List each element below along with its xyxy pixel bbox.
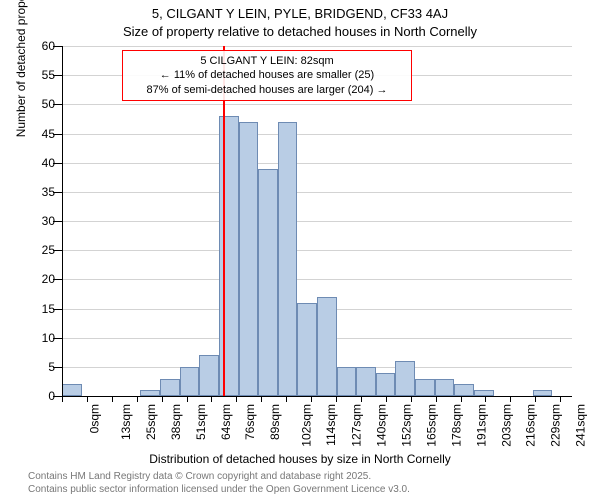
chart-title-line2: Size of property relative to detached ho… bbox=[0, 24, 600, 39]
x-tick-label: 203sqm bbox=[499, 404, 513, 447]
x-tick bbox=[236, 396, 237, 402]
x-tick bbox=[411, 396, 412, 402]
histogram-bar bbox=[239, 122, 259, 396]
y-tick-label: 5 bbox=[48, 360, 55, 374]
histogram-bar bbox=[337, 367, 357, 396]
y-tick-label: 15 bbox=[42, 302, 55, 316]
annotation-line2: ← 11% of detached houses are smaller (25… bbox=[129, 68, 405, 82]
x-tick-label: 51sqm bbox=[194, 404, 208, 440]
gridline-h bbox=[62, 46, 572, 47]
gridline-h bbox=[62, 279, 572, 280]
x-tick bbox=[436, 396, 437, 402]
histogram-chart: 5, CILGANT Y LEIN, PYLE, BRIDGEND, CF33 … bbox=[0, 0, 600, 500]
x-tick-label: 165sqm bbox=[425, 404, 439, 447]
x-tick bbox=[162, 396, 163, 402]
x-tick bbox=[87, 396, 88, 402]
x-tick-label: 102sqm bbox=[300, 404, 314, 447]
histogram-bar bbox=[258, 169, 278, 397]
x-axis-line bbox=[62, 396, 572, 397]
x-tick bbox=[461, 396, 462, 402]
x-tick bbox=[560, 396, 561, 402]
x-tick bbox=[112, 396, 113, 402]
x-tick-label: 140sqm bbox=[375, 404, 389, 447]
y-tick-label: 60 bbox=[42, 39, 55, 53]
x-tick bbox=[137, 396, 138, 402]
histogram-bar bbox=[62, 384, 82, 396]
x-tick bbox=[510, 396, 511, 402]
x-tick-label: 216sqm bbox=[524, 404, 538, 447]
y-tick-label: 10 bbox=[42, 331, 55, 345]
x-tick-label: 38sqm bbox=[169, 404, 183, 440]
x-tick bbox=[211, 396, 212, 402]
histogram-bar bbox=[415, 379, 435, 397]
gridline-h bbox=[62, 221, 572, 222]
histogram-bar bbox=[278, 122, 298, 396]
y-tick-label: 45 bbox=[42, 127, 55, 141]
x-tick-label: 76sqm bbox=[244, 404, 258, 440]
gridline-h bbox=[62, 134, 572, 135]
x-tick-label: 0sqm bbox=[87, 404, 101, 433]
histogram-bar bbox=[356, 367, 376, 396]
x-tick bbox=[361, 396, 362, 402]
x-tick bbox=[62, 396, 63, 402]
histogram-bar bbox=[180, 367, 200, 396]
footer-line2: Contains public sector information licen… bbox=[28, 484, 410, 497]
x-tick bbox=[386, 396, 387, 402]
x-tick bbox=[311, 396, 312, 402]
histogram-bar bbox=[297, 303, 317, 396]
chart-title-line1: 5, CILGANT Y LEIN, PYLE, BRIDGEND, CF33 … bbox=[0, 6, 600, 21]
x-tick-label: 64sqm bbox=[219, 404, 233, 440]
x-tick-label: 152sqm bbox=[400, 404, 414, 447]
annotation-box: 5 CILGANT Y LEIN: 82sqm← 11% of detached… bbox=[122, 50, 412, 101]
y-tick-label: 55 bbox=[42, 68, 55, 82]
y-tick-label: 50 bbox=[42, 97, 55, 111]
histogram-bar bbox=[454, 384, 474, 396]
histogram-bar bbox=[395, 361, 415, 396]
histogram-bar bbox=[160, 379, 180, 397]
x-tick-label: 89sqm bbox=[268, 404, 282, 440]
chart-footer: Contains HM Land Registry data © Crown c… bbox=[28, 471, 410, 496]
x-tick-label: 127sqm bbox=[350, 404, 364, 447]
y-tick-label: 20 bbox=[42, 272, 55, 286]
gridline-h bbox=[62, 104, 572, 105]
x-tick bbox=[535, 396, 536, 402]
plot-area: 5 CILGANT Y LEIN: 82sqm← 11% of detached… bbox=[62, 46, 572, 396]
x-tick-label: 191sqm bbox=[474, 404, 488, 447]
histogram-bar bbox=[317, 297, 337, 396]
y-axis-line bbox=[62, 46, 63, 396]
x-tick bbox=[336, 396, 337, 402]
footer-line1: Contains HM Land Registry data © Crown c… bbox=[28, 471, 410, 484]
y-tick-label: 40 bbox=[42, 156, 55, 170]
gridline-h bbox=[62, 163, 572, 164]
x-tick-label: 13sqm bbox=[119, 404, 133, 440]
y-axis-title: Number of detached properties bbox=[14, 0, 28, 137]
y-tick-label: 0 bbox=[48, 389, 55, 403]
gridline-h bbox=[62, 250, 572, 251]
x-tick bbox=[485, 396, 486, 402]
x-tick-label: 25sqm bbox=[144, 404, 158, 440]
y-tick-label: 35 bbox=[42, 185, 55, 199]
y-tick-label: 25 bbox=[42, 243, 55, 257]
y-tick-label: 30 bbox=[42, 214, 55, 228]
gridline-h bbox=[62, 192, 572, 193]
histogram-bar bbox=[199, 355, 219, 396]
x-tick bbox=[286, 396, 287, 402]
x-tick-label: 178sqm bbox=[449, 404, 463, 447]
annotation-line3: 87% of semi-detached houses are larger (… bbox=[129, 83, 405, 97]
x-tick-label: 229sqm bbox=[549, 404, 563, 447]
histogram-bar bbox=[435, 379, 455, 397]
x-axis-title: Distribution of detached houses by size … bbox=[0, 452, 600, 466]
x-tick bbox=[261, 396, 262, 402]
x-tick bbox=[187, 396, 188, 402]
x-tick-label: 114sqm bbox=[324, 404, 338, 446]
annotation-line1: 5 CILGANT Y LEIN: 82sqm bbox=[129, 54, 405, 68]
x-tick-label: 241sqm bbox=[574, 404, 588, 447]
histogram-bar bbox=[376, 373, 396, 396]
